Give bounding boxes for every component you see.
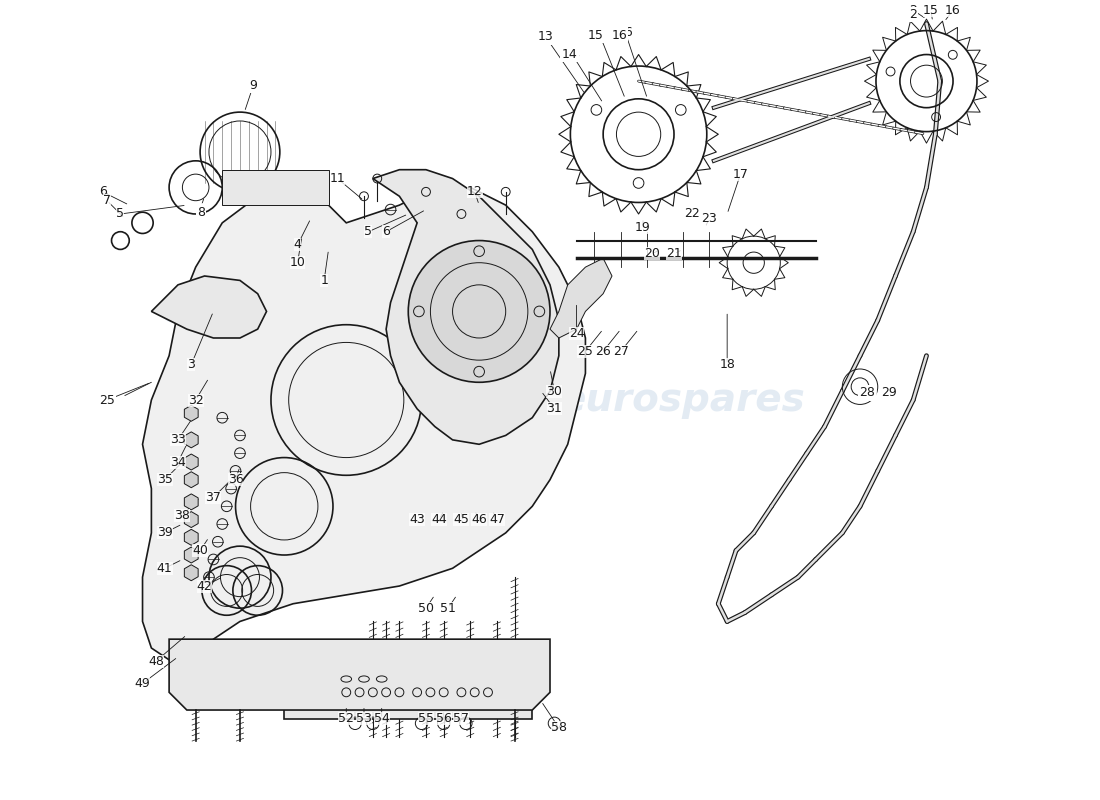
Text: 4: 4 <box>294 238 301 251</box>
Polygon shape <box>185 512 198 527</box>
Text: 57: 57 <box>453 712 470 726</box>
Text: eurospares: eurospares <box>560 381 805 419</box>
Text: 9: 9 <box>250 79 257 92</box>
Text: 3: 3 <box>187 358 195 371</box>
Text: 47: 47 <box>488 513 505 526</box>
Polygon shape <box>185 454 198 470</box>
Text: 8: 8 <box>196 203 205 216</box>
Text: 10: 10 <box>289 256 306 270</box>
Text: 25: 25 <box>99 394 116 406</box>
Text: 20: 20 <box>644 247 660 260</box>
Polygon shape <box>143 187 585 666</box>
Text: 8: 8 <box>197 206 205 218</box>
Polygon shape <box>185 547 198 563</box>
Text: 55: 55 <box>418 712 434 726</box>
Text: 29: 29 <box>883 385 899 398</box>
Text: 35: 35 <box>156 474 173 486</box>
Text: 14: 14 <box>564 48 580 61</box>
Text: 58: 58 <box>551 722 566 734</box>
Text: 44: 44 <box>431 513 447 526</box>
Polygon shape <box>185 432 198 448</box>
Polygon shape <box>373 170 559 444</box>
Text: 37: 37 <box>206 491 221 504</box>
Polygon shape <box>185 565 198 581</box>
Text: 39: 39 <box>157 526 173 539</box>
Text: 13: 13 <box>538 30 553 43</box>
Text: 25: 25 <box>99 394 116 406</box>
Text: 28: 28 <box>859 386 876 399</box>
Text: 14: 14 <box>562 48 578 61</box>
Text: 18: 18 <box>719 358 735 371</box>
Text: 16: 16 <box>945 4 961 17</box>
Text: 52: 52 <box>339 712 354 726</box>
Text: 34: 34 <box>170 455 186 469</box>
Polygon shape <box>152 276 266 338</box>
Text: 15: 15 <box>923 4 938 17</box>
Text: 5: 5 <box>117 207 124 221</box>
Text: 33: 33 <box>170 434 186 446</box>
Polygon shape <box>550 258 612 338</box>
Text: 16: 16 <box>617 26 634 39</box>
Text: 12: 12 <box>466 186 483 198</box>
Text: 27: 27 <box>613 345 629 358</box>
Text: 16: 16 <box>612 29 627 42</box>
Text: 22: 22 <box>684 207 700 221</box>
Polygon shape <box>222 170 329 205</box>
Text: 17: 17 <box>733 168 748 181</box>
Text: 6: 6 <box>382 225 390 238</box>
Text: 2: 2 <box>910 4 917 17</box>
Text: 31: 31 <box>547 402 562 415</box>
Text: 45: 45 <box>453 513 470 526</box>
Text: 2: 2 <box>910 8 917 21</box>
Text: 25: 25 <box>578 345 593 358</box>
Text: 54: 54 <box>374 712 389 726</box>
Polygon shape <box>169 639 550 710</box>
Text: 29: 29 <box>881 386 898 399</box>
Polygon shape <box>284 657 532 719</box>
Polygon shape <box>185 406 198 422</box>
Text: 41: 41 <box>157 562 173 575</box>
Polygon shape <box>185 494 198 510</box>
Text: 13: 13 <box>538 30 553 43</box>
Text: 53: 53 <box>356 712 372 726</box>
Text: 43: 43 <box>409 513 425 526</box>
Text: 26: 26 <box>595 345 610 358</box>
Text: 6: 6 <box>99 186 107 198</box>
Polygon shape <box>185 472 198 488</box>
Text: 1: 1 <box>320 274 328 287</box>
Text: 21: 21 <box>667 247 682 260</box>
Text: 51: 51 <box>440 602 456 614</box>
Text: 38: 38 <box>175 509 190 522</box>
Text: 19: 19 <box>635 221 651 234</box>
Text: 28: 28 <box>861 385 877 398</box>
Text: 46: 46 <box>471 513 487 526</box>
Text: 15: 15 <box>588 29 604 42</box>
Text: 48: 48 <box>147 655 164 668</box>
Text: 49: 49 <box>134 677 151 690</box>
Text: 42: 42 <box>197 579 212 593</box>
Circle shape <box>408 241 550 382</box>
Text: 50: 50 <box>418 602 434 614</box>
Text: 9: 9 <box>250 79 257 92</box>
Text: 40: 40 <box>192 544 208 557</box>
Text: 36: 36 <box>228 474 243 486</box>
Text: 23: 23 <box>702 212 717 225</box>
Text: 7: 7 <box>103 194 111 207</box>
Text: 24: 24 <box>569 327 584 340</box>
Text: 15: 15 <box>591 26 607 39</box>
Polygon shape <box>185 530 198 546</box>
Text: 30: 30 <box>547 385 562 398</box>
Text: 56: 56 <box>436 712 452 726</box>
Text: eurospares: eurospares <box>162 293 407 330</box>
Text: 32: 32 <box>188 394 204 406</box>
Text: 5: 5 <box>364 225 373 238</box>
Text: 11: 11 <box>330 172 345 185</box>
